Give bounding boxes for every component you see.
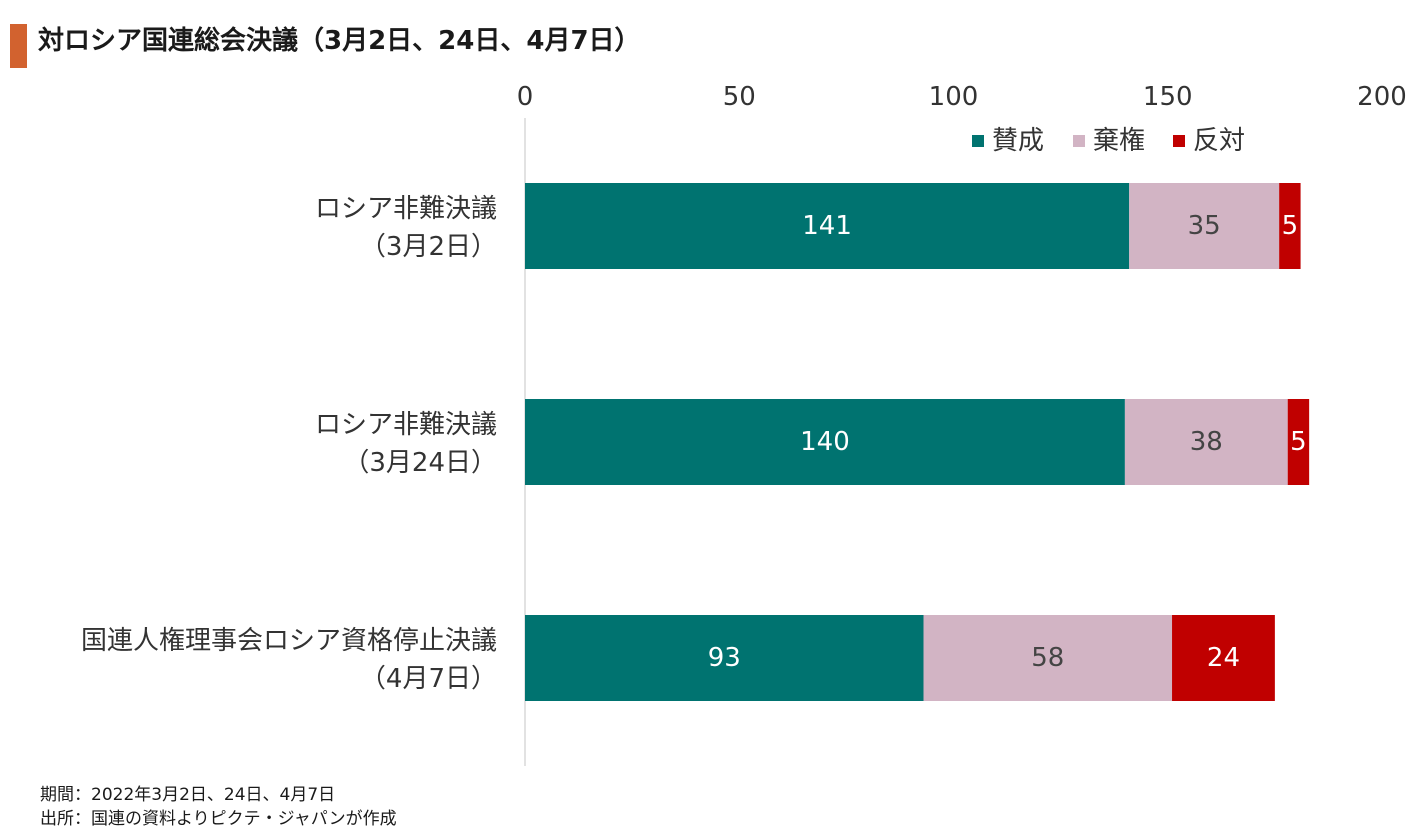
- bar-segment: [1172, 615, 1275, 701]
- title-accent-bar: [10, 24, 27, 68]
- legend-label: 賛成: [992, 126, 1044, 156]
- data-label: 35: [1188, 211, 1221, 241]
- bar-segment: [525, 399, 1125, 485]
- data-label: 93: [708, 643, 741, 673]
- category-sublabel: （3月24日）: [343, 448, 497, 478]
- data-label: 38: [1190, 427, 1223, 457]
- bar-segment: [1287, 399, 1310, 485]
- bar-segment: [923, 615, 1173, 701]
- x-tick-label: 200: [1357, 82, 1407, 112]
- bar-segment: [525, 615, 924, 701]
- bar-segment: [525, 183, 1130, 269]
- footnote-period: 期間：2022年3月2日、24日、4月7日: [40, 785, 336, 805]
- data-label: 141: [802, 211, 852, 241]
- category-label: ロシア非難決議: [315, 410, 497, 440]
- legend-label: 棄権: [1093, 126, 1145, 156]
- legend-swatch: [972, 135, 984, 147]
- category-sublabel: （3月2日）: [360, 232, 497, 262]
- data-label: 5: [1290, 427, 1307, 457]
- category-label: 国連人権理事会ロシア資格停止決議: [81, 626, 497, 656]
- data-label: 5: [1282, 211, 1299, 241]
- legend-swatch: [1073, 135, 1085, 147]
- data-label: 24: [1207, 643, 1240, 673]
- x-tick-label: 150: [1143, 82, 1193, 112]
- x-tick-label: 50: [723, 82, 756, 112]
- footnote-source: 出所：国連の資料よりピクテ・ジャパンが作成: [40, 809, 397, 829]
- category-label: ロシア非難決議: [315, 194, 497, 224]
- bar-segment: [1279, 183, 1301, 269]
- x-tick-label: 0: [517, 82, 534, 112]
- data-label: 58: [1031, 643, 1064, 673]
- category-sublabel: （4月7日）: [360, 664, 497, 694]
- bar-segment: [1124, 399, 1288, 485]
- x-tick-label: 100: [929, 82, 979, 112]
- legend-swatch: [1173, 135, 1185, 147]
- legend-label: 反対: [1193, 126, 1245, 156]
- bar-segment: [1129, 183, 1280, 269]
- chart-title: 対ロシア国連総会決議（3月2日、24日、4月7日）: [38, 26, 641, 56]
- data-label: 140: [800, 427, 850, 457]
